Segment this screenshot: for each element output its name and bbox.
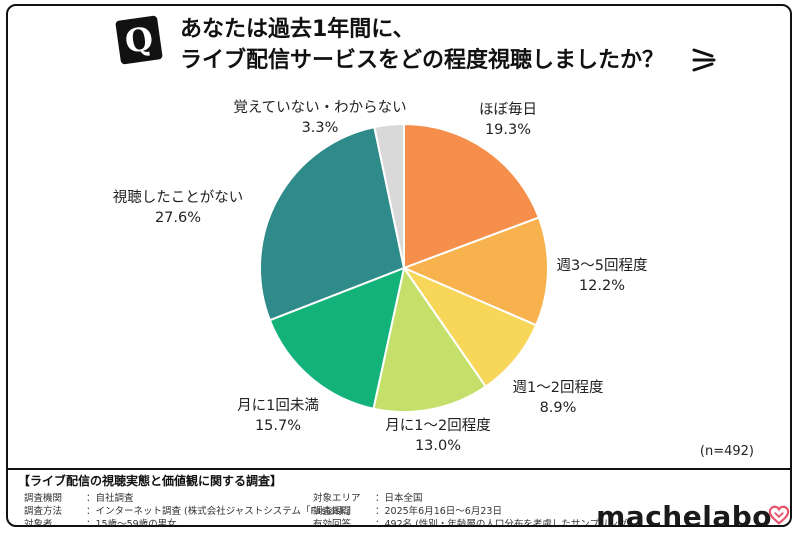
slice-name-3: 月に1～2回程度 [385, 418, 491, 434]
chart-frame: Q あなたは過去1年間に、 ライブ配信サービスをどの程度視聴しましたか？ ほぼ毎… [6, 4, 792, 527]
slice-label-3: 月に1～2回程度 13.0% [385, 416, 490, 456]
pie-slice-6 [373, 122, 405, 269]
survey-row-target: 対象者 ：15歳～59歳の男女 [24, 519, 177, 527]
slice-label-4: 月に1回未満 15.7% [237, 396, 319, 436]
pie-chart [259, 122, 549, 413]
survey-details-right: 対象エリア ：日本全国 調査期間 ：2025年6月16日～6月23日 有効回答 ：49… [313, 492, 632, 527]
slice-name-1: 週3～5回程度 [556, 258, 648, 274]
slice-value-5: 27.6% [154, 210, 202, 226]
pie-slice-3 [372, 265, 488, 413]
slice-name-6: 覚えていない・わからない [233, 100, 407, 116]
slice-value-1: 12.2% [578, 278, 626, 294]
emphasis-mark-icon [692, 48, 716, 72]
question-title: あなたは過去1年間に、 ライブ配信サービスをどの程度視聴しましたか？ [180, 14, 664, 76]
survey-footer: 【ライブ配信の視聴実態と価値観に関する調査】 調査機関 ：自社調査 調査方法 ：イン… [8, 468, 790, 527]
slice-value-2: 8.9% [539, 400, 577, 416]
slice-label-0: ほぼ毎日 19.3% [479, 100, 537, 140]
slice-label-6: 覚えていない・わからない 3.3% [233, 98, 406, 138]
slice-name-5: 視聴したことがない [112, 190, 244, 206]
survey-row-period: 調査期間 ：2025年6月16日～6月23日 [313, 506, 502, 517]
survey-row-responses: 有効回答 ：492名 (性別・年齢層の人口分布を考慮したサンプリング) [313, 519, 632, 527]
slice-label-2: 週1～2回程度 8.9% [513, 378, 604, 418]
pie-slice-0 [403, 122, 541, 270]
pie-slice-5 [259, 125, 406, 322]
slice-value-4: 15.7% [254, 418, 302, 434]
slice-value-0: 19.3% [484, 122, 532, 138]
slice-name-0: ほぼ毎日 [479, 102, 537, 118]
heart-icon [768, 505, 790, 525]
slice-name-4: 月に1回未満 [237, 398, 319, 414]
brand-logo: machelabo [596, 500, 772, 527]
pie-slice-1 [401, 216, 549, 327]
slice-label-1: 週3～5回程度 12.2% [557, 256, 648, 296]
slice-label-5: 視聴したことがない 27.6% [113, 188, 244, 228]
slice-value-6: 3.3% [301, 120, 339, 136]
survey-row-area: 対象エリア ：日本全国 [313, 493, 423, 504]
slice-value-3: 13.0% [414, 438, 462, 454]
pie-slice-2 [401, 265, 538, 388]
survey-row-method: 調査方法 ：インターネット調査 (株式会社ジャストシステム「Fastask」 [24, 506, 356, 517]
question-title-line1: あなたは過去1年間に、 [180, 17, 415, 42]
sample-size-note: (n=492) [699, 444, 754, 459]
survey-details-left: 調査機関 ：自社調査 調査方法 ：インターネット調査 (株式会社ジャストシステム「F… [24, 492, 356, 527]
slice-name-2: 週1～2回程度 [512, 380, 604, 396]
pie-slice-4 [268, 266, 406, 410]
survey-row-agency: 調査機関 ：自社調査 [24, 493, 134, 504]
survey-title: 【ライブ配信の視聴実態と価値観に関する調査】 [18, 474, 283, 488]
question-title-line2: ライブ配信サービスをどの程度視聴しましたか？ [180, 48, 665, 73]
